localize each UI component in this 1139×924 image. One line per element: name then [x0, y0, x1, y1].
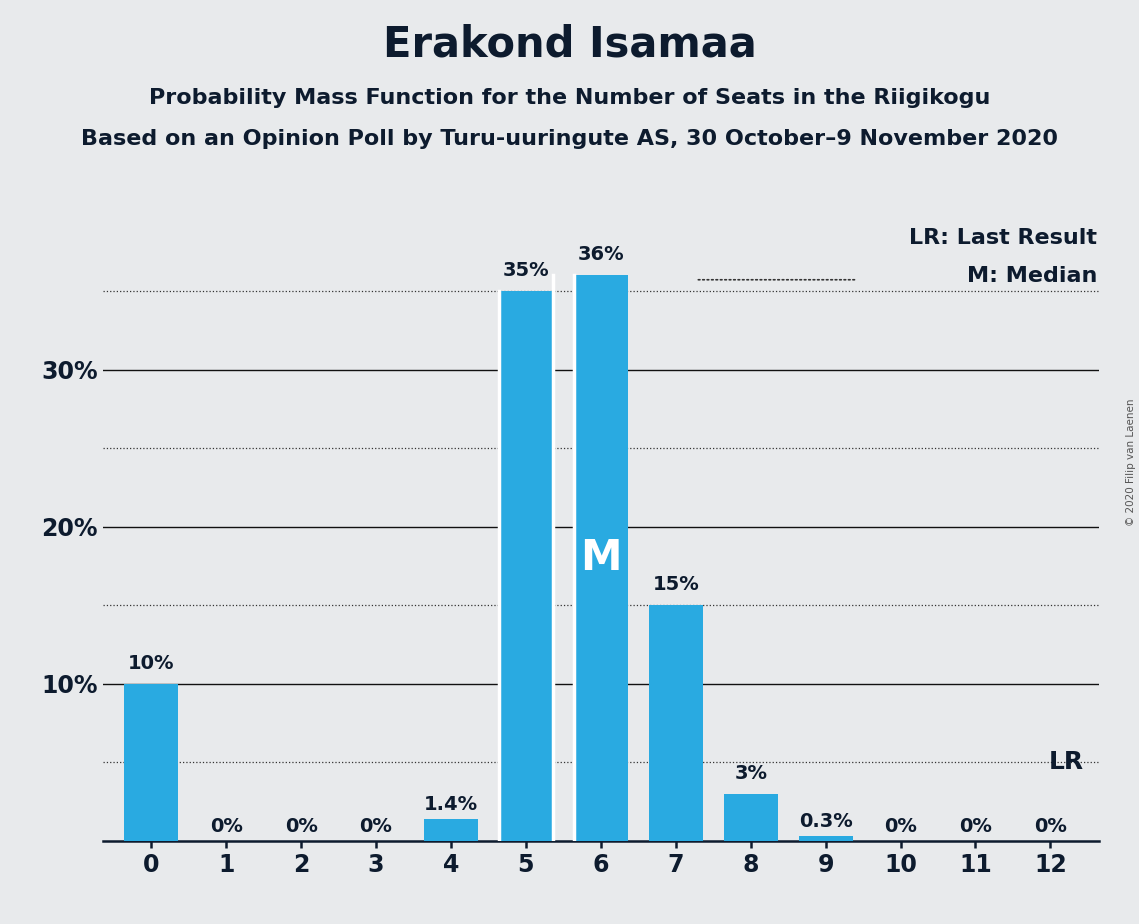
Bar — [723, 794, 778, 841]
Text: 15%: 15% — [653, 576, 699, 594]
Text: 36%: 36% — [577, 246, 624, 264]
Text: Based on an Opinion Poll by Turu-uuringute AS, 30 October–9 November 2020: Based on an Opinion Poll by Turu-uuringu… — [81, 129, 1058, 150]
Bar — [574, 275, 628, 841]
Text: 0%: 0% — [959, 817, 992, 836]
Text: M: Median: M: Median — [967, 266, 1097, 286]
Text: 3%: 3% — [735, 764, 768, 783]
Text: 0%: 0% — [285, 817, 318, 836]
Text: 0%: 0% — [360, 817, 393, 836]
Text: © 2020 Filip van Laenen: © 2020 Filip van Laenen — [1126, 398, 1136, 526]
Bar — [649, 605, 703, 841]
Text: LR: Last Result: LR: Last Result — [909, 228, 1097, 249]
Text: 0%: 0% — [884, 817, 917, 836]
Text: Erakond Isamaa: Erakond Isamaa — [383, 23, 756, 65]
Bar — [424, 819, 478, 841]
Text: 0%: 0% — [1034, 817, 1067, 836]
Text: 35%: 35% — [502, 261, 549, 280]
Text: 0.3%: 0.3% — [798, 812, 852, 832]
Text: Probability Mass Function for the Number of Seats in the Riigikogu: Probability Mass Function for the Number… — [149, 88, 990, 108]
Text: LR: LR — [1049, 750, 1084, 774]
Bar — [798, 836, 853, 841]
Text: M: M — [580, 537, 622, 579]
Text: 10%: 10% — [128, 654, 174, 673]
Text: 1.4%: 1.4% — [424, 796, 478, 814]
Bar — [124, 684, 178, 841]
Bar — [499, 291, 552, 841]
Text: 0%: 0% — [210, 817, 243, 836]
